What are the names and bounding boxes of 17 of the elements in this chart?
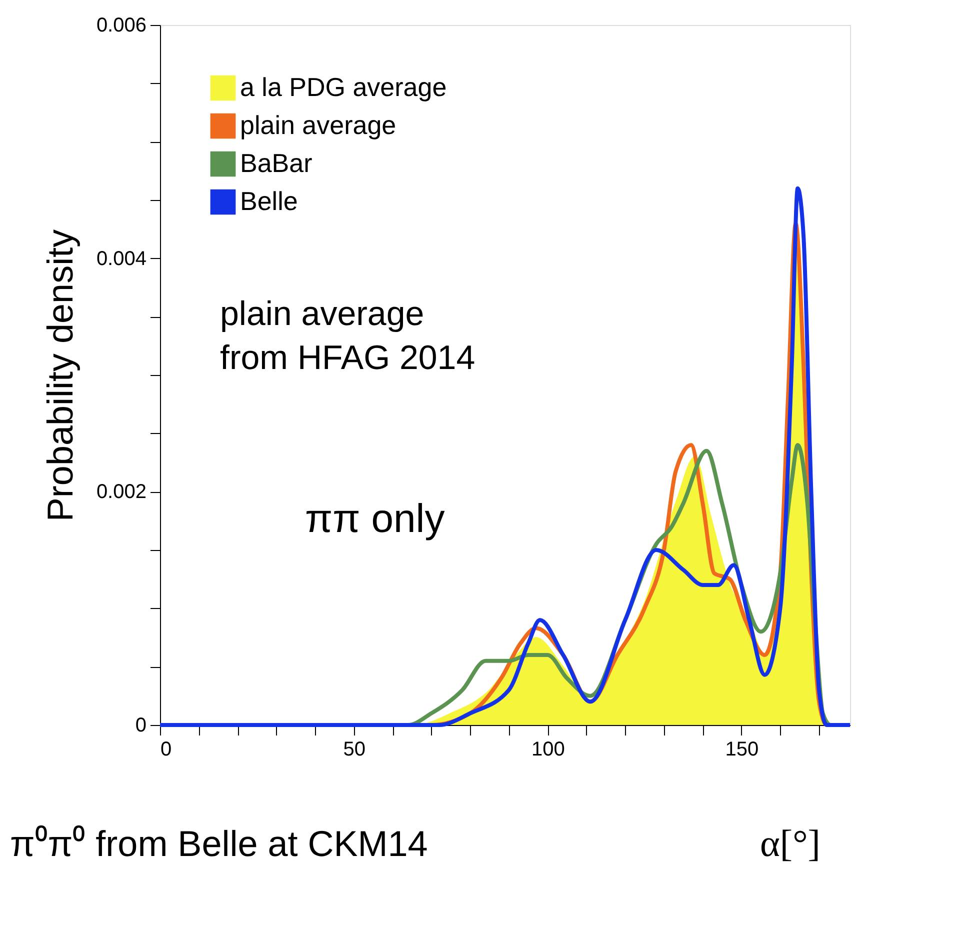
x-tick-label: 50 — [343, 738, 366, 760]
legend-label: BaBar — [240, 148, 313, 178]
y-tick-label: 0.004 — [96, 248, 146, 270]
legend-label: a la PDG average — [240, 72, 447, 102]
annotation: ππ only — [305, 497, 445, 541]
x-tick-label: 100 — [531, 738, 565, 760]
x-tick-label: 0 — [160, 738, 172, 760]
x-tick-label: 150 — [725, 738, 759, 760]
y-tick-label: 0 — [135, 714, 146, 736]
y-tick-label: 0.006 — [96, 14, 146, 36]
y-axis-title: Probability density — [39, 229, 80, 522]
text: π⁰π⁰ from Belle at CKM14 — [10, 823, 428, 864]
annotation: plain average from HFAG 2014 — [220, 295, 476, 378]
x-axis-title: α[°] — [760, 823, 820, 865]
y-tick-label: 0.002 — [96, 481, 146, 504]
legend-label: plain average — [240, 110, 396, 140]
legend-label: Belle — [240, 186, 298, 216]
